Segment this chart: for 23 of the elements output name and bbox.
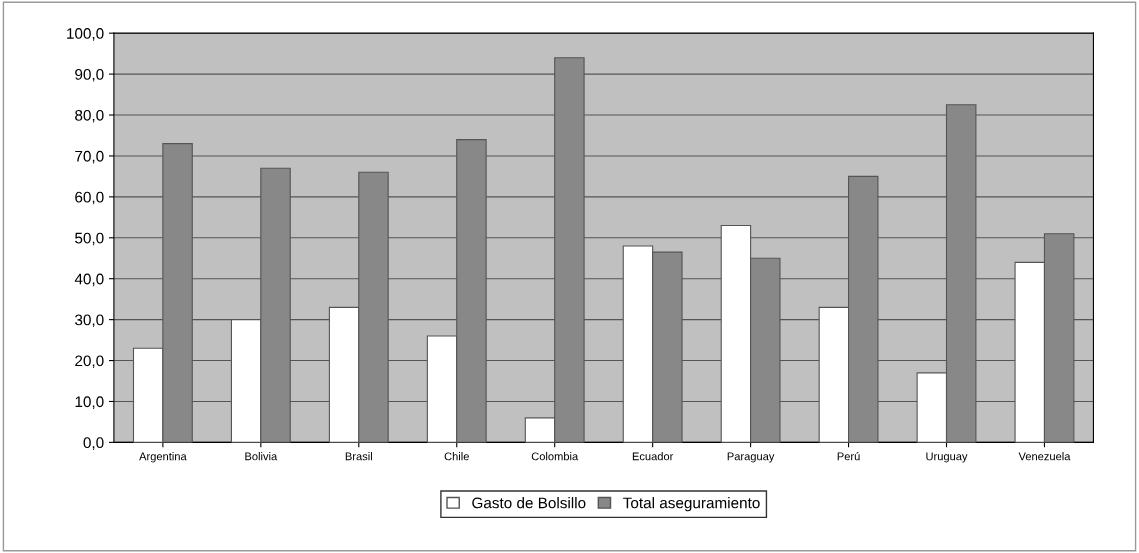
y-tick-label: 80,0 xyxy=(75,109,104,123)
x-tick-label: Argentina xyxy=(139,452,187,463)
x-tick-label: Uruguay xyxy=(926,452,968,463)
x-tick-label: Chile xyxy=(444,452,469,461)
legend-label: Total aseguramiento xyxy=(623,497,760,512)
y-tick-label: 0,0 xyxy=(83,437,104,450)
y-tick-label: 70,0 xyxy=(75,150,104,164)
x-tick-label: Colombia xyxy=(531,452,579,461)
y-tick-label: 100,0 xyxy=(67,28,104,41)
x-tick-label: Perú xyxy=(837,451,860,461)
x-tick-label: Brasil xyxy=(345,452,372,461)
y-tick-label: 60,0 xyxy=(75,191,104,205)
y-tick-label: 20,0 xyxy=(75,355,104,369)
legend-label: Gasto de Bolsillo xyxy=(472,497,586,509)
y-tick-label: 40,0 xyxy=(74,273,104,287)
x-tick-label: Ecuador xyxy=(632,452,674,461)
x-tick-label: Paraguay xyxy=(727,452,775,463)
y-tick-label: 30,0 xyxy=(75,314,104,328)
y-tick-label: 10,0 xyxy=(75,396,104,409)
y-tick-label: 50,0 xyxy=(75,232,104,246)
x-tick-label: Venezuela xyxy=(1018,452,1071,461)
y-tick-label: 90,0 xyxy=(75,68,104,82)
x-tick-label: Bolivia xyxy=(245,452,278,461)
